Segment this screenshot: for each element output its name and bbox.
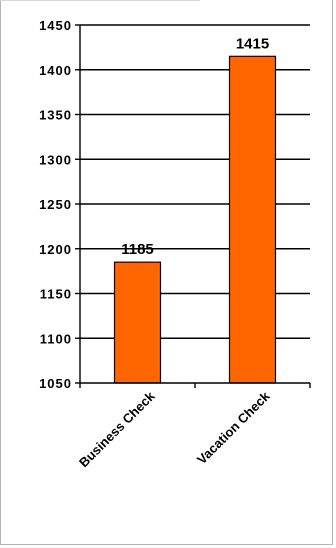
y-tick-label: 1200 [39,242,72,257]
y-tick-labels: 1050 1100 1150 1200 1250 1300 1350 1400 1450 [39,18,72,391]
x-category-label: Business Check [76,388,158,470]
frame-top-edge [0,0,200,1]
y-tick-label: 1050 [39,376,72,391]
y-tick-label: 1100 [40,331,72,346]
y-tick-label: 1250 [39,197,72,212]
y-tick-label: 1150 [40,287,72,302]
bar [228,55,277,384]
data-labels: 1185 1415 [121,35,269,258]
data-label: 1185 [121,241,154,258]
x-category-labels: Business Check Vacation Check [76,388,273,470]
bars [113,55,277,384]
y-tick-label: 1300 [39,152,72,167]
bar [113,261,162,384]
y-tick-label: 1400 [39,63,72,78]
data-label: 1415 [236,35,269,52]
axes [75,24,311,388]
x-category-label: Vacation Check [194,388,273,467]
y-tick-label: 1450 [39,18,72,33]
y-tick-label: 1350 [39,108,72,123]
